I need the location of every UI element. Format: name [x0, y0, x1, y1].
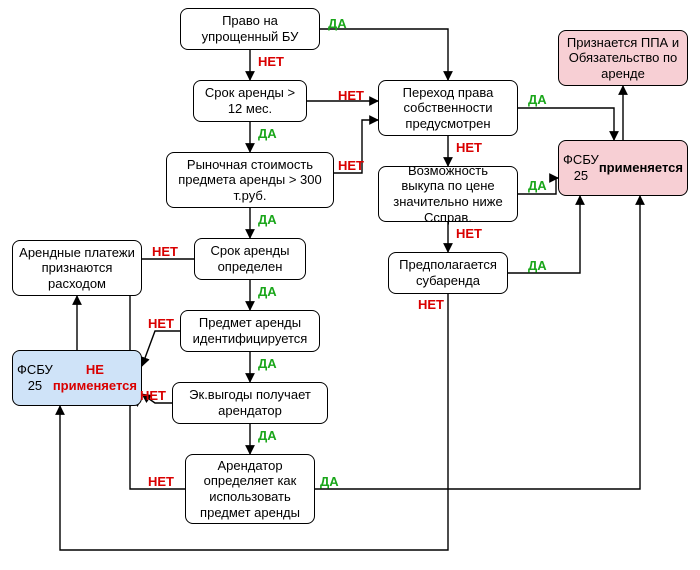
edge-label-no: НЕТ	[338, 88, 364, 103]
edge-label-no: НЕТ	[152, 244, 178, 259]
edge-label-no: НЕТ	[456, 226, 482, 241]
node-n1: Право на упрощенный БУ	[180, 8, 320, 50]
node-n10: Предполагается субаренда	[388, 252, 508, 294]
node-r2: ФСБУ 25применяется	[558, 140, 688, 196]
node-r1: Признается ППА и Обязательство по аренде	[558, 30, 688, 86]
node-n4: Срок аренды определен	[194, 238, 306, 280]
node-a1: Арендные платежи признаются расходом	[12, 240, 142, 296]
edge-label-no: НЕТ	[148, 474, 174, 489]
edge-label-no: НЕТ	[338, 158, 364, 173]
node-n8: Переход права собственности предусмотрен	[378, 80, 518, 136]
node-a2: ФСБУ 25НЕ применяется	[12, 350, 142, 406]
edge-label-yes: ДА	[258, 284, 277, 299]
edge-label-yes: ДА	[258, 356, 277, 371]
edge-label-no: НЕТ	[140, 388, 166, 403]
edge-label-yes: ДА	[258, 428, 277, 443]
edge-label-yes: ДА	[528, 178, 547, 193]
node-n6: Эк.выгоды получает арендатор	[172, 382, 328, 424]
edge-label-yes: ДА	[528, 92, 547, 107]
node-n5: Предмет аренды идентифицируется	[180, 310, 320, 352]
node-n3: Рыночная стоимость предмета аренды > 300…	[166, 152, 334, 208]
node-n9: Возможность выкупа по цене значительно н…	[378, 166, 518, 222]
edge-label-yes: ДА	[258, 212, 277, 227]
edge-label-no: НЕТ	[148, 316, 174, 331]
edge-label-yes: ДА	[258, 126, 277, 141]
node-n7: Арендатор определяет как использовать пр…	[185, 454, 315, 524]
edge-label-no: НЕТ	[456, 140, 482, 155]
edge-label-no: НЕТ	[258, 54, 284, 69]
edge-label-yes: ДА	[320, 474, 339, 489]
edge-label-yes: ДА	[328, 16, 347, 31]
edge-label-yes: ДА	[528, 258, 547, 273]
edge-label-no: НЕТ	[418, 297, 444, 312]
flowchart-canvas: Право на упрощенный БУ Срок аренды > 12 м…	[0, 0, 700, 570]
node-n2: Срок аренды > 12 мес.	[193, 80, 307, 122]
